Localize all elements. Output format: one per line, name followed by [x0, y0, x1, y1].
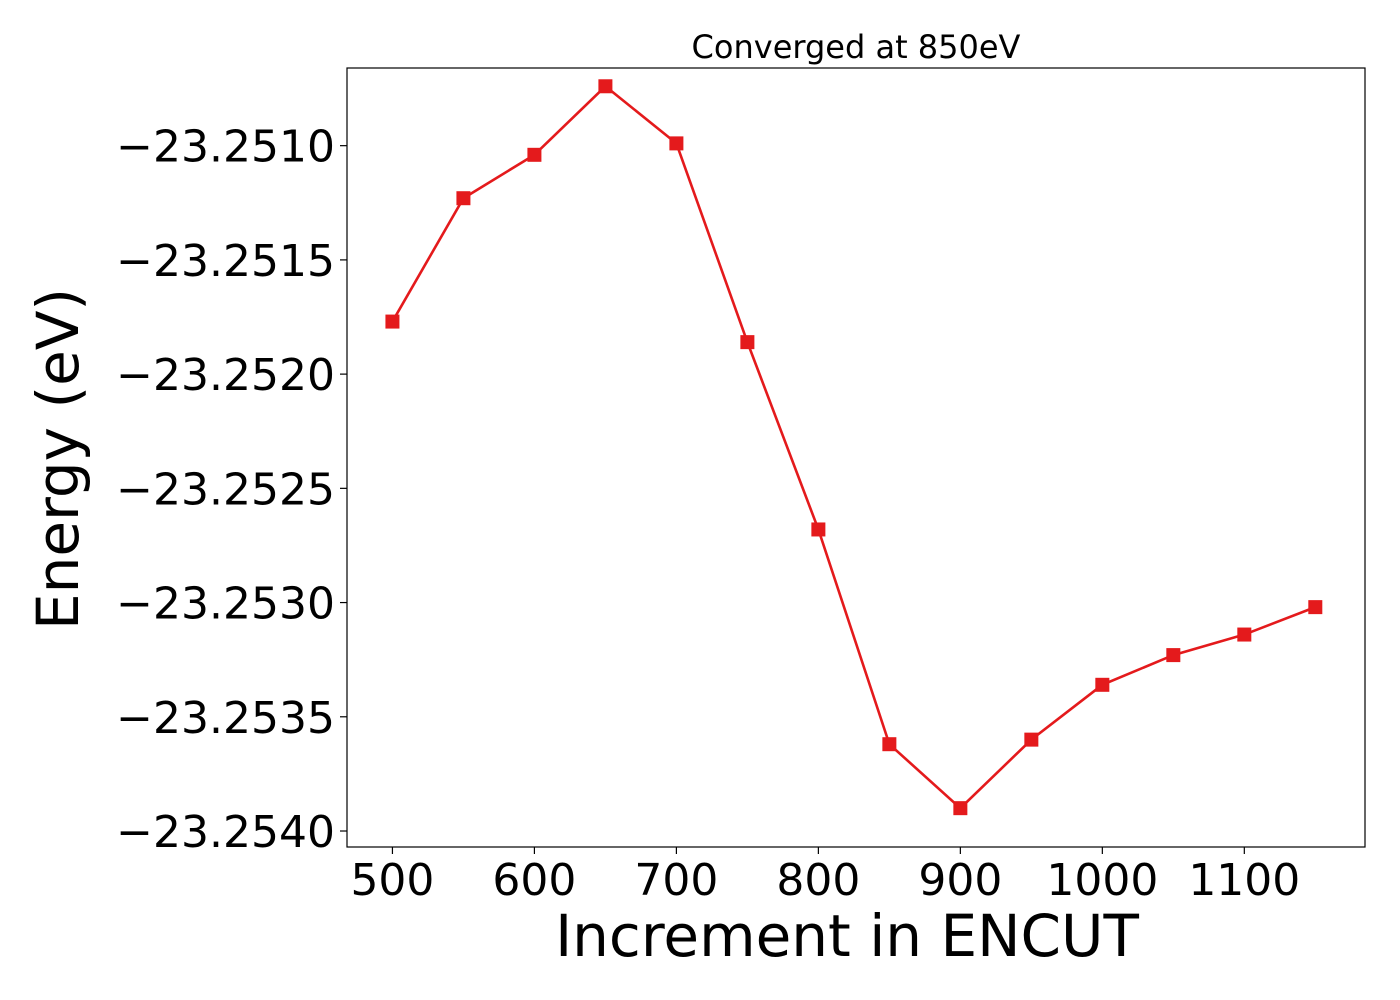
x-axis: 500 600 700 800 900 1000 1100 — [350, 847, 1300, 906]
data-point-marker — [1237, 627, 1252, 642]
data-point-marker — [1024, 732, 1039, 747]
data-point-marker — [527, 147, 542, 162]
y-tick-label: −23.2530 — [116, 579, 335, 630]
x-tick-label: 600 — [492, 855, 576, 906]
y-tick-label: −23.2540 — [116, 807, 335, 858]
plot-frame — [346, 67, 1366, 848]
data-point-marker — [1095, 677, 1110, 692]
data-point-marker — [882, 737, 897, 752]
x-tick-label: 700 — [634, 855, 718, 906]
y-tick-label: −23.2510 — [116, 122, 335, 173]
series-line — [391, 84, 1316, 810]
data-point-marker — [1308, 600, 1323, 615]
y-tick-label: −23.2520 — [116, 350, 335, 401]
y-tick-label: −23.2515 — [116, 236, 335, 287]
x-tick-label: 1100 — [1188, 855, 1300, 906]
y-axis: −23.2510 −23.2515 −23.2520 −23.2525 −23.2530… — [116, 122, 347, 858]
x-tick-label: 800 — [776, 855, 860, 906]
data-point-marker — [385, 314, 400, 329]
plot-area — [385, 79, 1323, 816]
x-tick-label: 500 — [350, 855, 434, 906]
y-axis-label: Energy (eV) — [24, 288, 92, 630]
data-point-marker — [456, 191, 471, 206]
data-point-marker — [669, 136, 684, 151]
y-tick-label: −23.2525 — [116, 464, 335, 515]
y-tick-label: −23.2535 — [116, 693, 335, 744]
data-point-marker — [811, 522, 826, 537]
x-tick-label: 1000 — [1046, 855, 1158, 906]
data-point-marker — [953, 801, 968, 816]
data-point-marker — [598, 79, 613, 94]
x-tick-label: 900 — [918, 855, 1002, 906]
data-point-marker — [740, 335, 755, 350]
chart-title: Converged at 850eV — [692, 28, 1021, 66]
x-axis-label: Increment in ENCUT — [555, 902, 1139, 970]
data-point-marker — [1166, 648, 1181, 663]
